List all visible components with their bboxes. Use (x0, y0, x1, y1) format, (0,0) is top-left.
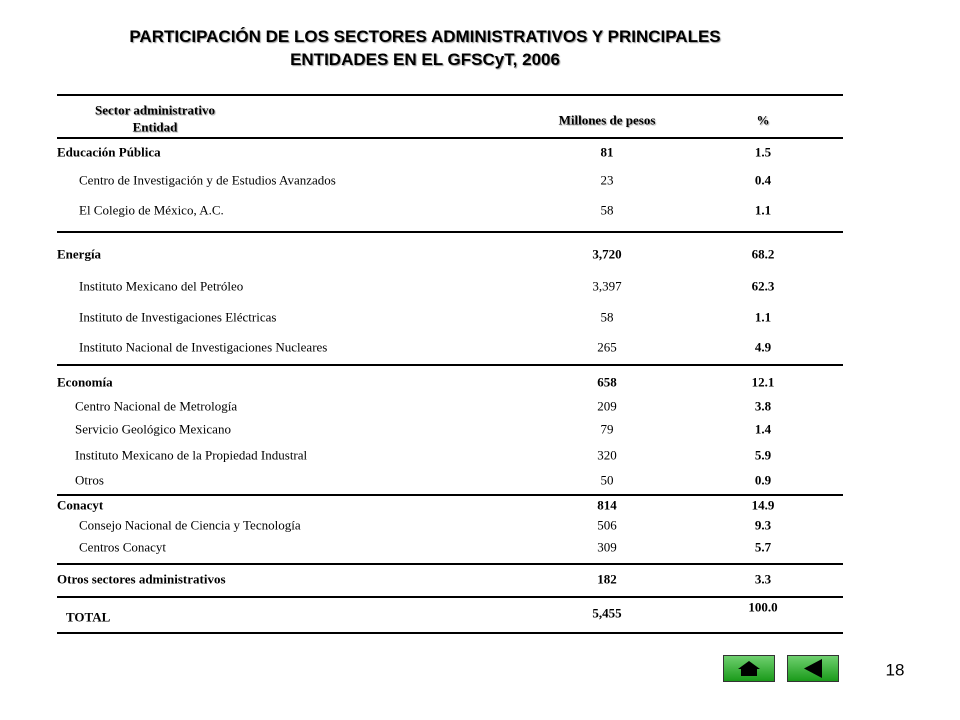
rule (57, 231, 843, 233)
item-name: Instituto Mexicano del Petróleo (79, 278, 244, 294)
header-sector: Sector administrativo (95, 102, 215, 118)
title-line: ENTIDADES EN EL GFSCyT, 2006 (290, 50, 560, 69)
total-value: 5,455 (592, 605, 622, 621)
group-pct: 3.3 (754, 571, 772, 587)
header-amount: Millones de pesos (558, 112, 656, 128)
item-name: Centro de Investigación y de Estudios Av… (79, 172, 336, 188)
item-pct: 5.9 (754, 447, 772, 463)
item-pct: 1.1 (754, 309, 772, 325)
group-pct: 1.5 (754, 144, 772, 160)
item-value: 309 (597, 539, 617, 555)
page-number: 18 (885, 660, 905, 680)
group-pct: 14.9 (751, 497, 775, 513)
rule (57, 563, 843, 565)
item-pct: 4.9 (754, 339, 772, 355)
header-entity: Entidad (132, 119, 178, 135)
item-value: 50 (600, 472, 614, 488)
item-pct: 9.3 (754, 517, 772, 533)
item-name: Instituto Nacional de Investigaciones Nu… (79, 339, 328, 355)
item-pct: 3.8 (754, 398, 772, 414)
rule (57, 364, 843, 366)
item-name: Instituto de Investigaciones Eléctricas (79, 309, 277, 325)
back-button[interactable] (787, 655, 839, 682)
total-pct: 100.0 (748, 599, 778, 615)
group-name: Otros sectores administrativos (57, 571, 226, 587)
item-value: 79 (600, 421, 614, 437)
item-pct: 5.7 (754, 539, 772, 555)
item-pct: 1.1 (754, 202, 772, 218)
rule (57, 632, 843, 634)
item-name: Servicio Geológico Mexicano (75, 421, 231, 437)
item-value: 320 (597, 447, 617, 463)
rule (57, 137, 843, 139)
group-value: 81 (600, 144, 614, 160)
item-value: 209 (597, 398, 617, 414)
item-value: 58 (600, 309, 614, 325)
rule (57, 596, 843, 598)
item-name: Instituto Mexicano de la Propiedad Indus… (75, 447, 308, 463)
item-pct: 1.4 (754, 421, 772, 437)
item-pct: 0.9 (754, 472, 772, 488)
group-name: Conacyt (57, 497, 104, 513)
group-name: Economía (57, 374, 113, 390)
group-value: 3,720 (592, 246, 622, 262)
item-name: Consejo Nacional de Ciencia y Tecnología (79, 517, 301, 533)
item-value: 506 (597, 517, 617, 533)
item-value: 265 (597, 339, 617, 355)
rule (57, 94, 843, 96)
item-name: Centros Conacyt (79, 539, 167, 555)
rule (57, 494, 843, 496)
item-name: Otros (75, 472, 104, 488)
item-pct: 62.3 (751, 278, 775, 294)
item-value: 58 (600, 202, 614, 218)
title-line: PARTICIPACIÓN DE LOS SECTORES ADMINISTRA… (129, 27, 721, 46)
item-value: 23 (600, 172, 614, 188)
total-name: TOTAL (66, 609, 111, 625)
home-icon (738, 661, 760, 676)
item-name: El Colegio de México, A.C. (79, 202, 224, 218)
item-name: Centro Nacional de Metrología (75, 398, 238, 414)
item-value: 3,397 (592, 278, 622, 294)
group-pct: 12.1 (751, 374, 775, 390)
group-value: 814 (597, 497, 617, 513)
header-pct: % (756, 112, 770, 128)
item-pct: 0.4 (754, 172, 772, 188)
group-name: Educación Pública (57, 144, 161, 160)
group-value: 658 (597, 374, 617, 390)
home-button[interactable] (723, 655, 775, 682)
group-value: 182 (597, 571, 617, 587)
group-name: Energía (57, 246, 102, 262)
group-pct: 68.2 (751, 246, 775, 262)
back-icon (804, 659, 822, 678)
